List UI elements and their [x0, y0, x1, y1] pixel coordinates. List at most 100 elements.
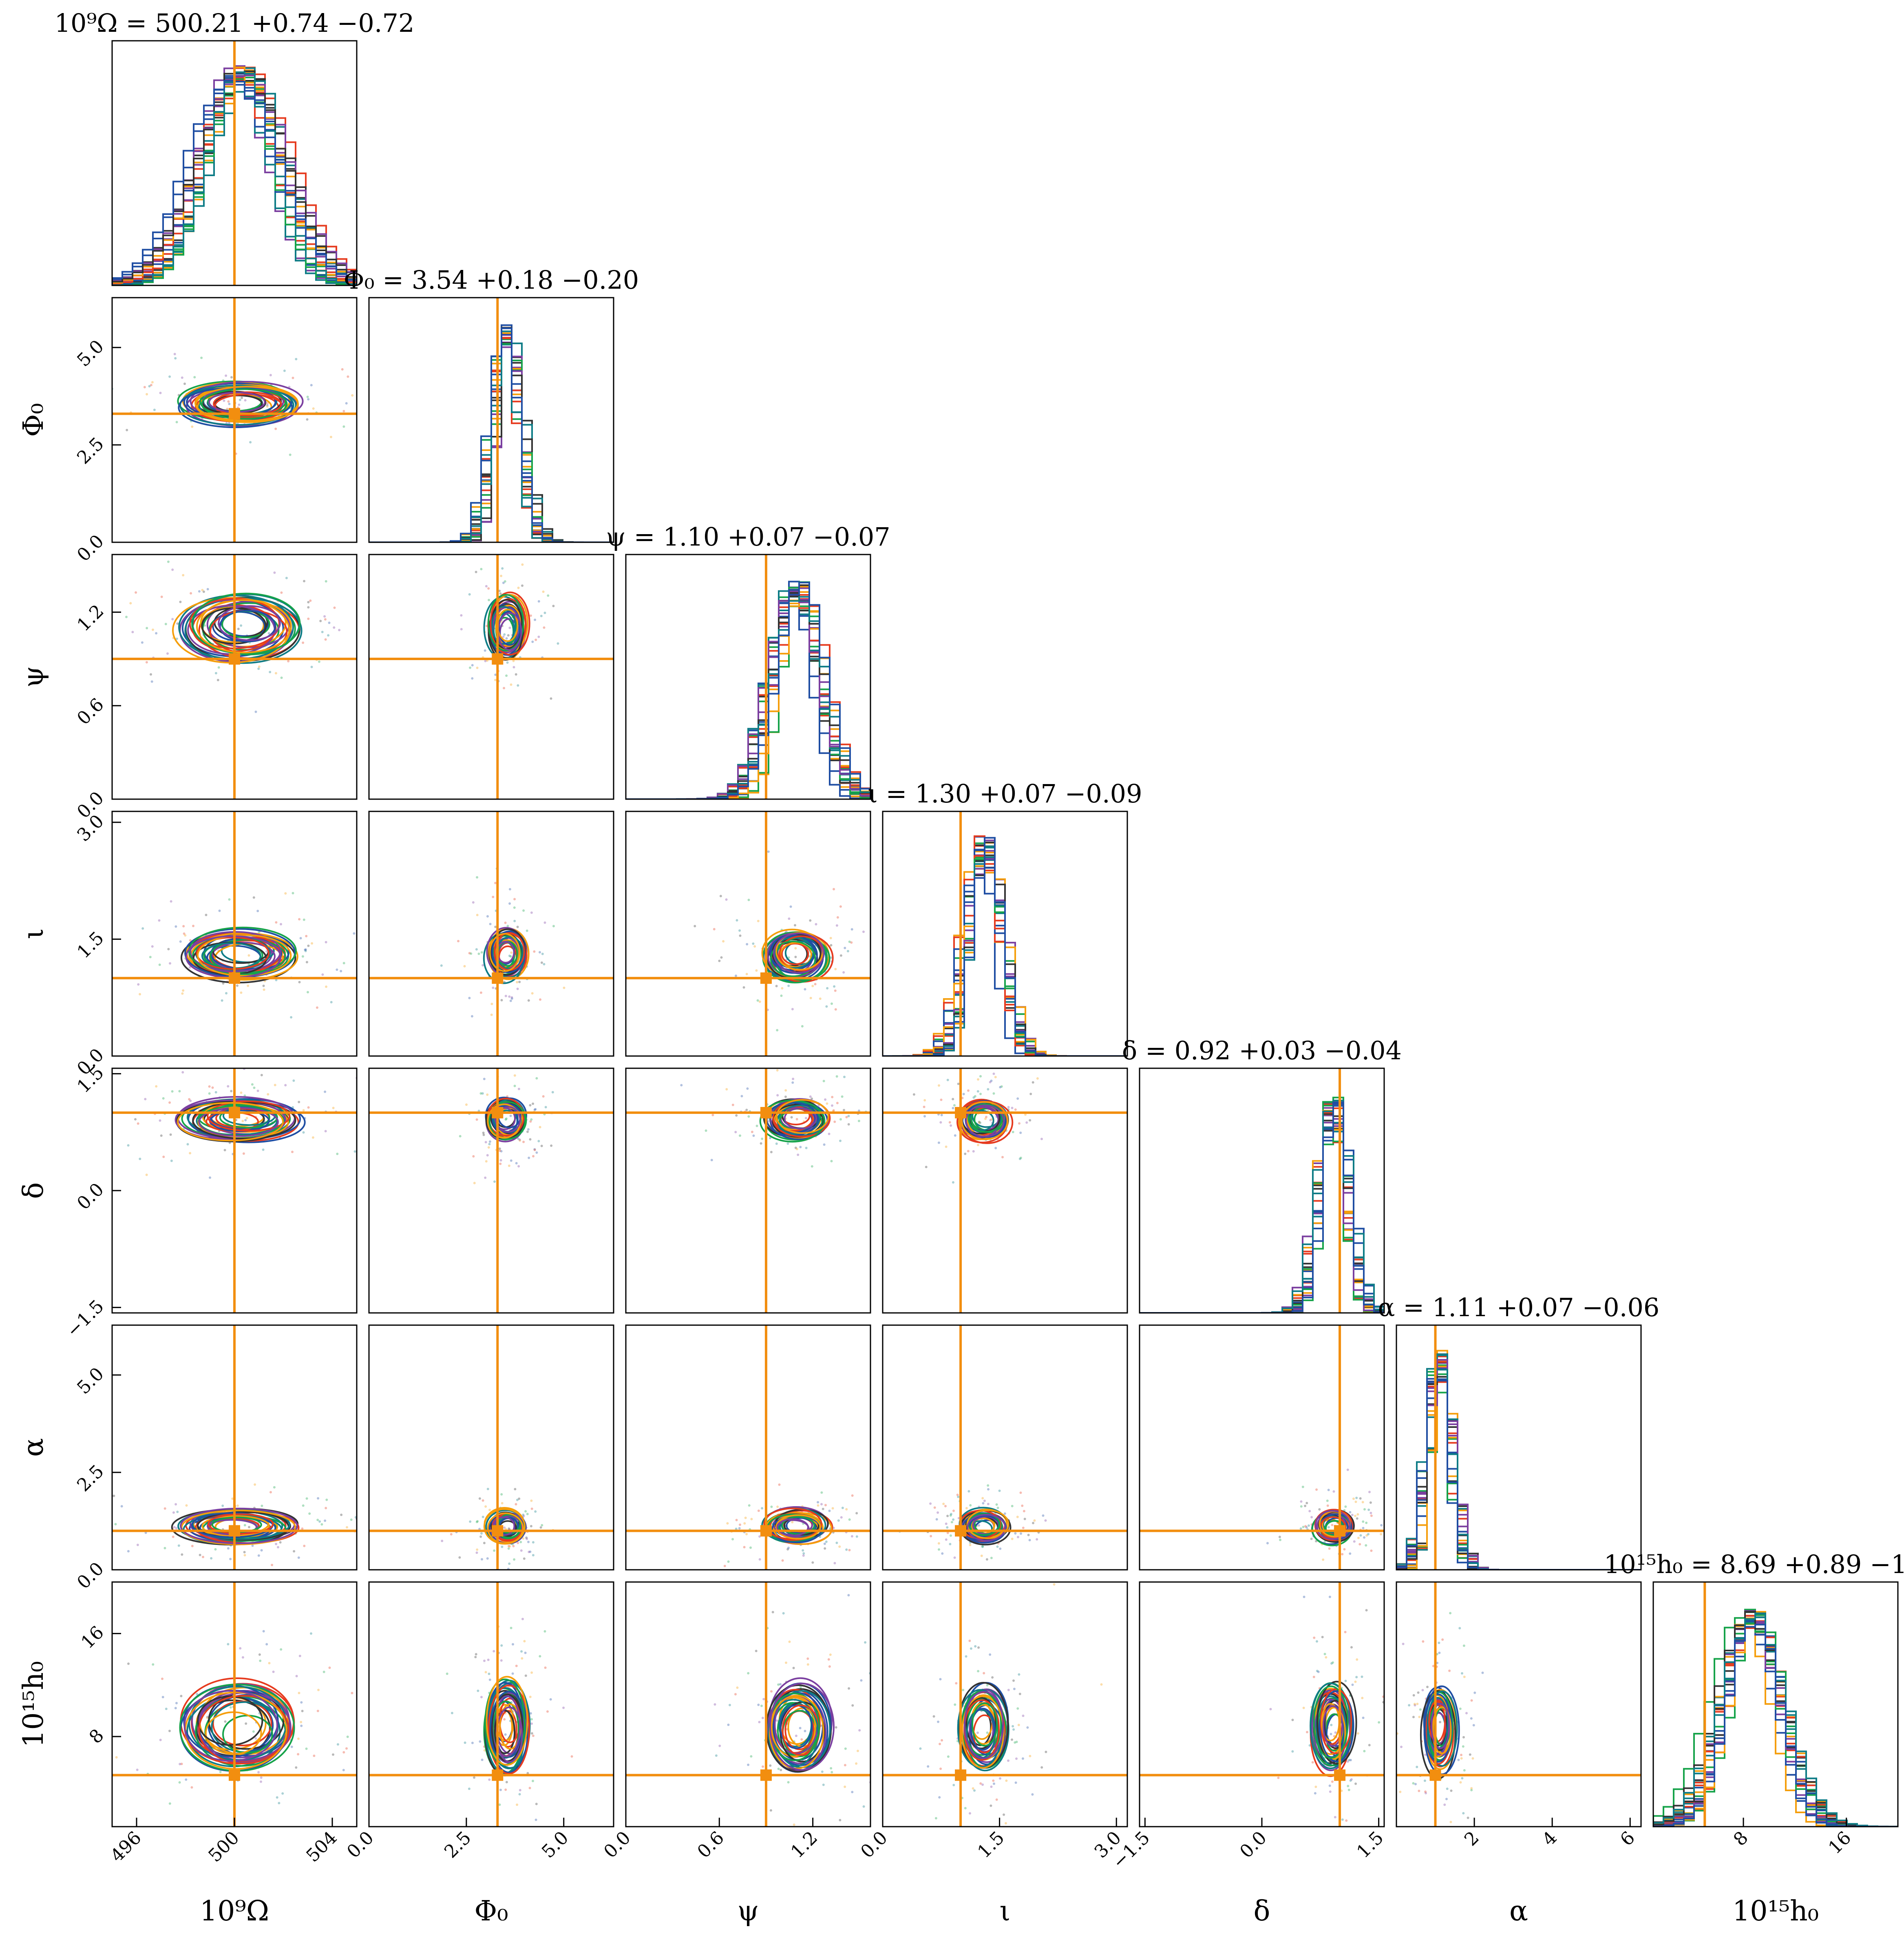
contour [213, 391, 282, 417]
contour [779, 1704, 813, 1749]
panel-frame [368, 554, 614, 800]
sample-cloud [446, 1617, 573, 1821]
panel-3-1 [368, 811, 614, 1057]
contour [179, 384, 294, 426]
contour [198, 1695, 289, 1764]
sample-cloud [459, 1074, 554, 1184]
truth-marker [1334, 1769, 1346, 1781]
hist-chain [1140, 1114, 1384, 1313]
contour [191, 592, 301, 654]
x-axis-label: δ [1254, 1895, 1270, 1927]
contour [781, 1516, 815, 1535]
truth-marker [760, 1525, 772, 1537]
hist-chain [1396, 1378, 1641, 1570]
contour [961, 1101, 1009, 1140]
hist-chain [1140, 1110, 1384, 1313]
contour [207, 1100, 291, 1132]
contour [197, 934, 292, 977]
y-axis-label: δ [18, 1182, 50, 1199]
panel-title: 10¹⁵h₀ = 8.69 +0.89 −1.03 [1604, 1549, 1904, 1579]
panel-title: Φ₀ = 3.54 +0.18 −0.20 [344, 265, 639, 295]
truth-marker [955, 1107, 967, 1118]
x-axis-label: ψ [737, 1895, 759, 1927]
x-axis-label: α [1509, 1895, 1528, 1927]
hist-chain [1140, 1102, 1384, 1313]
contour [776, 1099, 829, 1134]
x-axis-label: 10⁹Ω [200, 1895, 269, 1927]
panel-frame [882, 1067, 1128, 1314]
x-tick-label: 500 [204, 1827, 243, 1866]
panel-frame [111, 297, 358, 543]
contour [770, 941, 816, 977]
panel-frame [1396, 1581, 1642, 1827]
hist-chain [1140, 1105, 1384, 1313]
panel-1-0: 0.0 2.5 5.0 Φ₀ [18, 297, 358, 566]
contour [773, 932, 825, 974]
contour [180, 1507, 298, 1544]
contour [495, 1106, 521, 1133]
contour [177, 1102, 284, 1142]
truth-marker [492, 972, 504, 984]
contour [201, 388, 288, 420]
contour [490, 591, 530, 656]
panel-2-1 [368, 554, 614, 800]
hist-panel-3: ι = 1.30 +0.07 −0.09 [868, 779, 1142, 1057]
x-tick-label: 0.0 [600, 1827, 635, 1863]
x-axis-label: Φ₀ [474, 1895, 508, 1927]
truth-marker [229, 1525, 240, 1537]
panel-frame [1652, 1581, 1899, 1827]
panel-frame [882, 1324, 1128, 1571]
hist-chain [1396, 1371, 1641, 1570]
hist-chain [1140, 1115, 1384, 1313]
contour [965, 1105, 1005, 1138]
contour [487, 1512, 524, 1544]
panel-5-0: 0.0 2.5 5.0 α [18, 1324, 358, 1593]
hist-chain [369, 327, 614, 542]
contour [1322, 1705, 1343, 1747]
panel-4-3 [882, 1067, 1128, 1314]
truth-marker [229, 653, 240, 665]
x-tick-label: 6 [1616, 1827, 1639, 1850]
truth-marker [955, 1525, 967, 1537]
hist-chain [1140, 1103, 1384, 1313]
contour [1427, 1697, 1449, 1750]
x-tick-label: 2 [1460, 1827, 1483, 1850]
x-tick-label: 0.0 [1236, 1827, 1271, 1863]
truth-marker [229, 972, 240, 984]
contour [967, 1514, 1006, 1541]
hist-chain [1140, 1107, 1384, 1313]
contour [196, 937, 270, 970]
contour [1323, 1700, 1348, 1749]
contour [174, 1099, 287, 1141]
x-tick-label: 1.5 [1353, 1827, 1388, 1863]
contour [1315, 1510, 1351, 1540]
panel-3-0: 0.01.53.0ι [18, 811, 358, 1079]
y-tick-label: 0.0 [73, 1179, 108, 1214]
contour [197, 1511, 291, 1541]
hist-chain [1140, 1103, 1384, 1313]
contour [972, 1702, 998, 1747]
truth-marker [760, 1107, 772, 1118]
panel-title: ι = 1.30 +0.07 −0.09 [868, 779, 1142, 809]
truth-marker [760, 972, 772, 984]
panel-6-2: 0.0 0.6 1.2 ψ [600, 1581, 871, 1927]
contour [195, 386, 299, 423]
contour [964, 1691, 1004, 1759]
x-tick-label: 1.2 [787, 1827, 822, 1863]
truth-marker [1334, 1525, 1346, 1537]
contour [489, 933, 521, 972]
x-tick-label: 0.6 [694, 1827, 729, 1863]
panel-frame [882, 1581, 1128, 1827]
contour [773, 1512, 833, 1545]
contour [771, 1697, 816, 1757]
sample-cloud [115, 1630, 353, 1805]
contour [970, 1708, 996, 1751]
contour [1431, 1706, 1452, 1754]
hist-chain [1140, 1100, 1384, 1313]
x-tick-label: 496 [106, 1827, 145, 1866]
contour [488, 1101, 526, 1140]
y-tick-label: 5.0 [73, 1363, 108, 1399]
panel-5-2 [625, 1324, 871, 1571]
panel-frame [111, 811, 358, 1057]
